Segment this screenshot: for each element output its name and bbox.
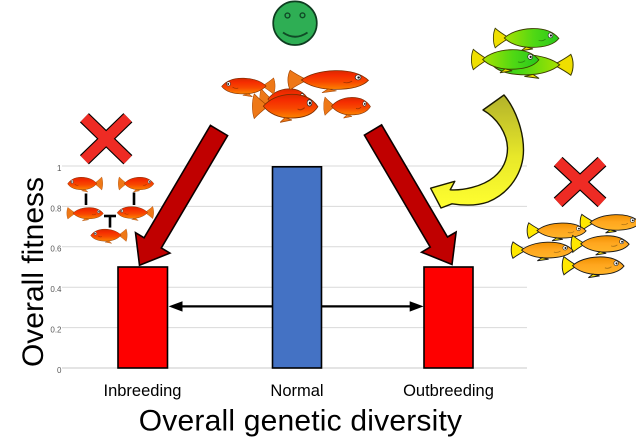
svg-text:0.6: 0.6 bbox=[50, 245, 62, 254]
svg-text:Overall genetic diversity: Overall genetic diversity bbox=[139, 405, 462, 438]
svg-text:1: 1 bbox=[57, 164, 62, 173]
svg-text:0: 0 bbox=[57, 366, 62, 375]
svg-text:0.4: 0.4 bbox=[50, 285, 62, 294]
svg-text:0.2: 0.2 bbox=[50, 326, 62, 335]
svg-text:Outbreeding: Outbreeding bbox=[403, 382, 494, 400]
svg-text:0.8: 0.8 bbox=[50, 204, 62, 213]
svg-text:Overall fitness: Overall fitness bbox=[17, 177, 50, 367]
svg-text:Inbreeding: Inbreeding bbox=[104, 382, 182, 400]
svg-text:Normal: Normal bbox=[270, 382, 323, 400]
